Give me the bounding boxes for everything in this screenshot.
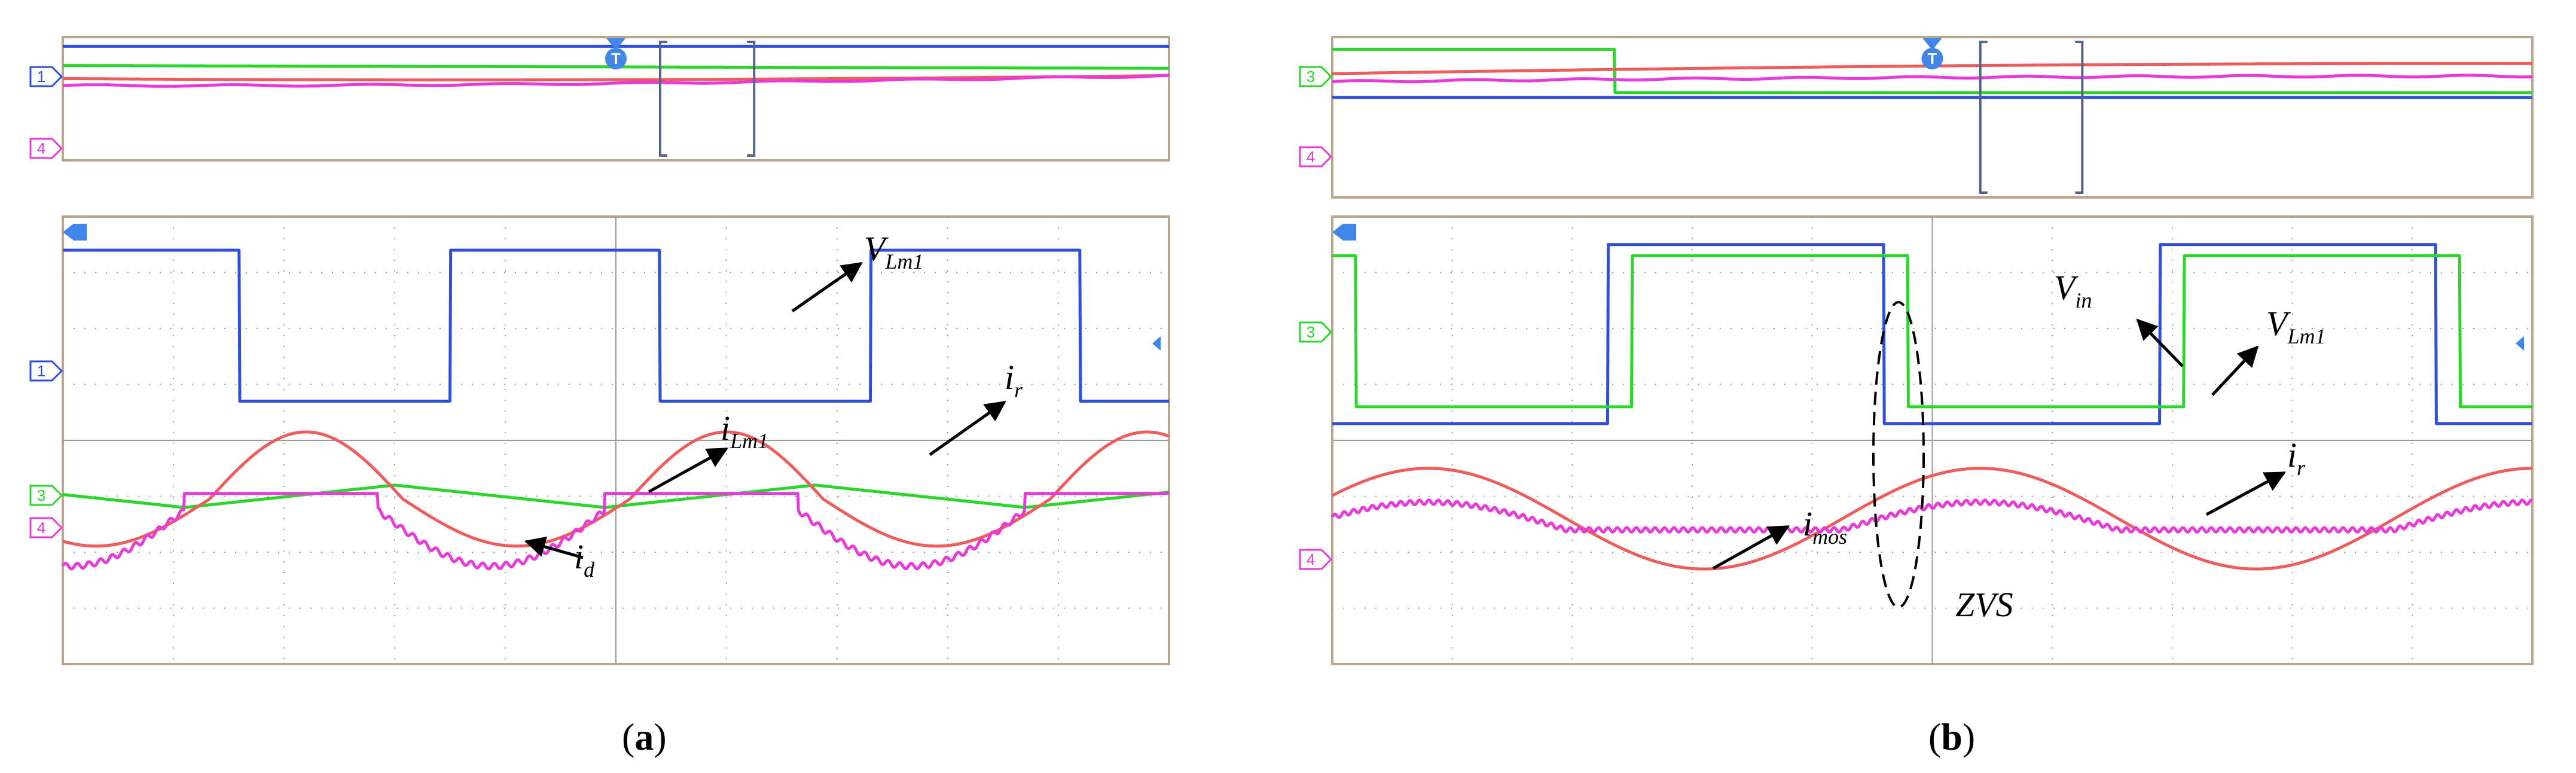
marker-label: 4 (37, 519, 45, 537)
channel-marker-1: 1 (29, 66, 63, 87)
annotation-vin: Vin (2054, 268, 2184, 367)
annotation-arrow (1712, 525, 1790, 570)
series-v-in (1331, 243, 2534, 425)
annotation-arrow (648, 447, 729, 494)
series-v-lm1 (1331, 254, 2534, 409)
channel-marker-4: 4 (29, 138, 63, 159)
annotation-label: VLm1 (864, 229, 923, 273)
annotation-label: Vin (2054, 268, 2092, 312)
marker-tag (29, 485, 63, 506)
marker-tag (29, 517, 63, 538)
main-plot: 1 3 4 VLm1 iLm1 ir id (29, 215, 1170, 665)
trigger-icon (1922, 38, 1942, 50)
caption-a: (a) (622, 715, 667, 759)
channel-marker-3: 3 (1299, 66, 1333, 87)
trigger-arrow-icon (2516, 336, 2524, 351)
annotation-label: ir (1005, 358, 1023, 402)
caption-letter: b (1941, 716, 1962, 758)
caption-open: ( (1928, 716, 1942, 758)
annotation-vlm1: VLm1 (2211, 304, 2325, 396)
series-v-lm1 (62, 248, 1170, 403)
overview-strip: T 3 4 (1299, 36, 2534, 199)
marker-tag (29, 66, 63, 87)
marker-label: 4 (37, 139, 45, 157)
channel-marker-3: 3 (1299, 321, 1333, 343)
marker-label: 3 (1307, 323, 1315, 341)
main-plot: 3 4 Vin VLm1 ir imos ZVS (1299, 215, 2534, 665)
annotation-arrow (524, 536, 584, 559)
overview-strip: T 1 4 (29, 36, 1170, 162)
zoom-window (659, 41, 756, 157)
caption-close: ) (1962, 716, 1976, 758)
annotation-label: iLm1 (721, 409, 768, 453)
series-i-d (62, 74, 1170, 88)
series-i-lm1 (62, 483, 1170, 509)
marker-tag (1299, 321, 1333, 343)
annotation-ilm1: iLm1 (648, 409, 768, 494)
marker-tag (1299, 146, 1333, 168)
series-i-r (1331, 467, 2534, 571)
marker-label: 4 (1307, 148, 1315, 166)
annotation-arrow (2205, 471, 2287, 516)
marker-tag (1299, 549, 1333, 570)
marker-label: 4 (1307, 550, 1315, 568)
annotation-label: id (574, 537, 595, 582)
trigger-label: T (1928, 50, 1937, 68)
series-i-r (62, 74, 1170, 82)
panel-b: T 3 4 3 4 Vin VLm1 ir imos ZVS (1299, 36, 2534, 665)
marker-label: 1 (37, 362, 45, 380)
trigger-label: T (611, 50, 621, 68)
annotation-label: VLm1 (2266, 304, 2325, 348)
trigger-level-icon (1332, 224, 1356, 241)
annotation-zvs: ZVS (1955, 585, 2013, 624)
annotation-arrow (929, 400, 1006, 457)
series-i-mos (1331, 74, 2534, 84)
channel-marker-1: 1 (29, 360, 63, 382)
annotation-vlm1: VLm1 (791, 229, 923, 313)
series-i-d (62, 492, 1170, 571)
trigger-icon (606, 38, 625, 50)
series-i-r (62, 430, 1170, 548)
annotation-label: ZVS (1955, 585, 2013, 624)
zoom-window (1979, 41, 2084, 194)
channel-marker-4: 4 (29, 517, 63, 538)
annotation-arrow (2136, 318, 2184, 367)
trigger-arrow-icon (1152, 336, 1161, 351)
marker-tag (29, 138, 63, 159)
panel-a: T 1 4 1 3 4 VLm1 iLm1 ir id (29, 36, 1170, 665)
annotation-ir: ir (929, 358, 1023, 457)
annotation-label: ir (2287, 436, 2306, 480)
channel-marker-4: 4 (1299, 146, 1333, 168)
series-i-mos (1330, 498, 2534, 534)
caption-open: ( (622, 716, 635, 758)
trigger-level-icon (63, 224, 87, 241)
trigger-badge (1921, 48, 1943, 69)
series-v-lm1 (1331, 47, 2534, 95)
annotation-ir: ir (2205, 436, 2306, 516)
channel-marker-4: 4 (1299, 549, 1333, 570)
caption-close: ) (654, 716, 667, 758)
caption-letter: a (634, 716, 654, 758)
marker-label: 1 (37, 68, 45, 86)
trigger-badge (605, 48, 627, 69)
zvs-ellipse (1872, 301, 1925, 608)
marker-tag (1299, 66, 1333, 87)
channel-marker-3: 3 (29, 485, 63, 506)
annotation-arrow (2211, 345, 2259, 396)
marker-label: 3 (1307, 68, 1315, 86)
annotation-arrow (791, 261, 863, 313)
caption-b: (b) (1928, 715, 1975, 759)
marker-tag (29, 360, 63, 382)
annotation-id: id (524, 536, 595, 582)
annotation-label: imos (1803, 504, 1847, 549)
annotation-imos: imos (1712, 504, 1847, 570)
marker-label: 3 (37, 486, 45, 504)
